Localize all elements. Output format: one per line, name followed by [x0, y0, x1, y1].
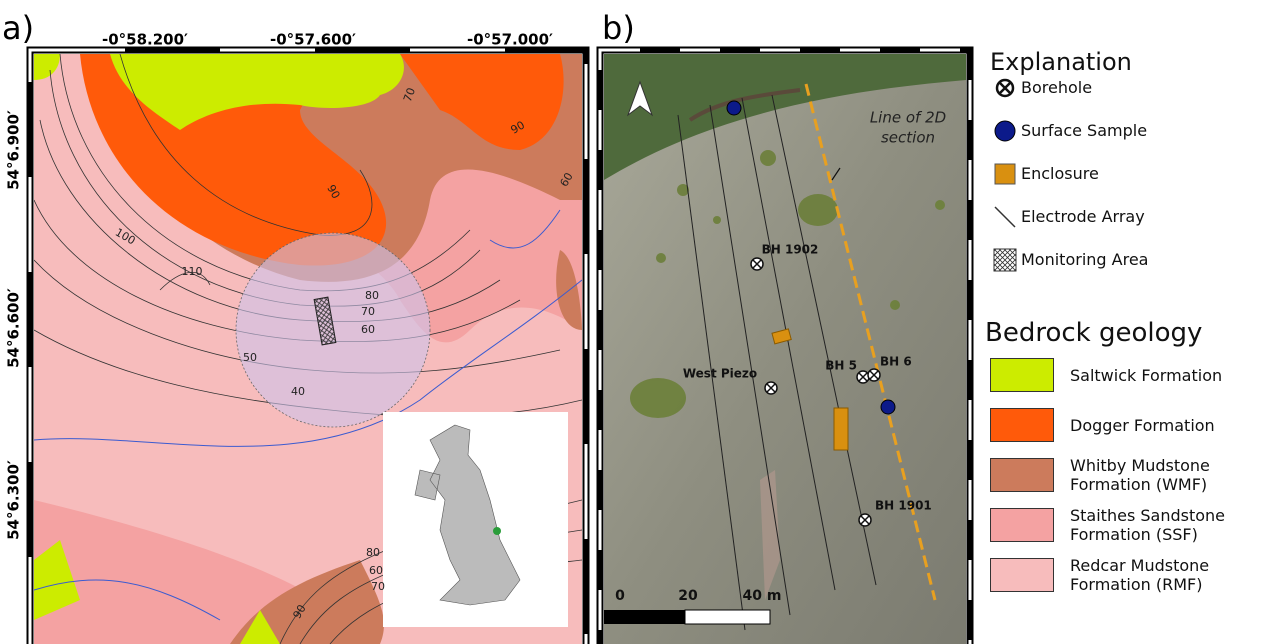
legend-title: Bedrock geology — [985, 318, 1202, 348]
contour-label: 80 — [366, 546, 380, 559]
legend-icon — [990, 116, 1020, 146]
contour-label: 70 — [361, 305, 375, 318]
contour-label: 110 — [182, 265, 203, 278]
legend-label: Saltwick Formation — [1070, 366, 1240, 385]
contour-label: 80 — [365, 289, 379, 302]
scale-label: 20 — [678, 588, 698, 604]
borehole-label: West Piezo — [683, 367, 757, 381]
geology-map — [34, 54, 582, 644]
section-label: section — [881, 129, 935, 147]
longitude-label: -0°57.000′ — [467, 31, 553, 49]
legend-icon — [990, 202, 1020, 232]
legend-icon — [990, 73, 1020, 103]
legend-title: Explanation — [990, 48, 1132, 76]
borehole-label: BH 1901 — [875, 499, 932, 513]
contour-label: 70 — [371, 580, 385, 593]
legend-swatch — [990, 508, 1054, 542]
legend-swatch — [990, 458, 1054, 492]
legend-swatch — [990, 558, 1054, 592]
legend-label: Borehole — [1021, 78, 1092, 97]
page: a) b) -0°58.200′ -0°57.600′ -0°57.000′ 54°6… — [0, 0, 1262, 644]
legend-swatch — [990, 358, 1054, 392]
panel-label: b) — [602, 9, 635, 47]
longitude-label: -0°57.600′ — [270, 31, 356, 49]
borehole-label: BH 6 — [880, 355, 912, 369]
legend-label: Staithes Sandstone Formation (SSF) — [1070, 506, 1240, 544]
section-label: Line of 2D — [870, 109, 946, 127]
longitude-label: -0°58.200′ — [102, 31, 188, 49]
legend-label: Electrode Array — [1021, 207, 1145, 226]
borehole-label: BH 1902 — [762, 243, 819, 257]
contour-label: 60 — [369, 564, 383, 577]
borehole-label: BH 5 — [825, 359, 857, 373]
contour-label: 40 — [291, 385, 305, 398]
scale-label: 0 — [615, 588, 625, 604]
panel-label: a) — [2, 9, 34, 47]
legend-icon — [990, 159, 1020, 189]
legend-label: Redcar Mudstone Formation (RMF) — [1070, 556, 1240, 594]
legend-label: Surface Sample — [1021, 121, 1147, 140]
legend-label: Dogger Formation — [1070, 416, 1240, 435]
scale-label: 40 m — [743, 588, 782, 604]
latitude-label: 54°6.900′ — [5, 110, 23, 190]
latitude-label: 54°6.600′ — [5, 288, 23, 368]
legend-swatch — [990, 408, 1054, 442]
legend-label: Whitby Mudstone Formation (WMF) — [1070, 456, 1240, 494]
contour-label: 50 — [243, 351, 257, 364]
legend-label: Monitoring Area — [1021, 250, 1148, 269]
legend-label: Enclosure — [1021, 164, 1099, 183]
latitude-label: 54°6.300′ — [5, 460, 23, 540]
contour-label: 60 — [361, 323, 375, 336]
legend-icon — [990, 245, 1020, 275]
